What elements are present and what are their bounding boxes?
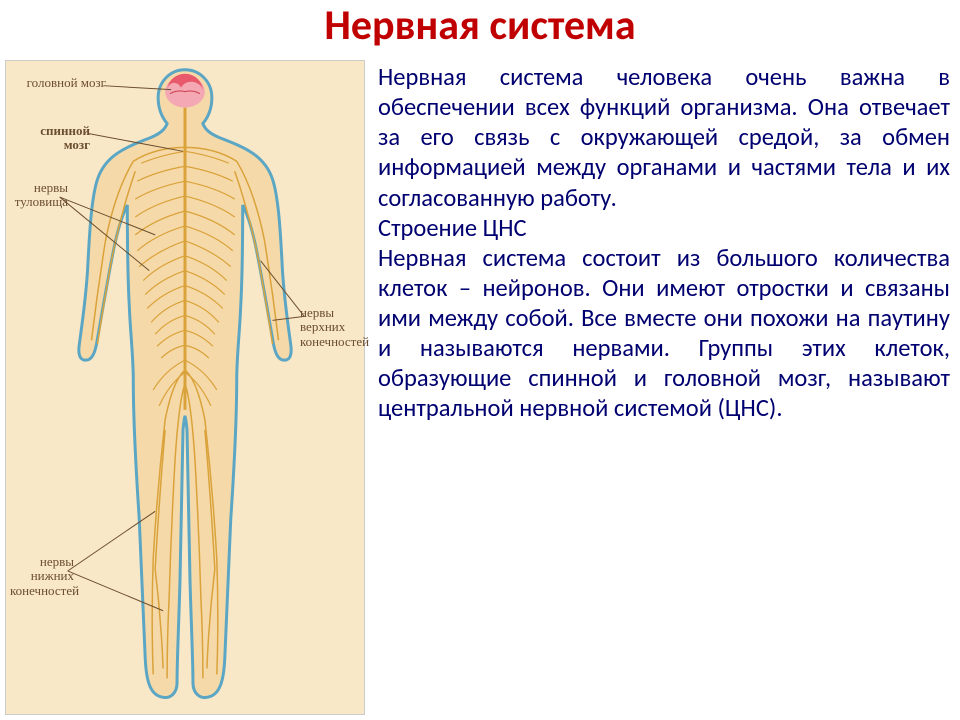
page-title: Нервная система	[0, 0, 960, 51]
label-trunk-nerves: нервы туловища	[8, 181, 68, 210]
label-leg-nerves: нервы нижних конечностей	[10, 555, 74, 598]
label-arm-nerves: нервы верхних конечностей	[300, 306, 364, 349]
body-text: Нервная система человека очень важна в о…	[378, 62, 950, 424]
paragraph-3: Нервная система состоит из большого коли…	[378, 243, 950, 424]
paragraph-2: Строение ЦНС	[378, 213, 950, 243]
anatomy-diagram: головной мозг спинной мозг нервы туловищ…	[5, 60, 365, 715]
label-brain: головной мозг	[26, 76, 106, 90]
label-spinal-cord: спинной мозг	[12, 124, 90, 153]
paragraph-1: Нервная система человека очень важна в о…	[378, 62, 950, 213]
